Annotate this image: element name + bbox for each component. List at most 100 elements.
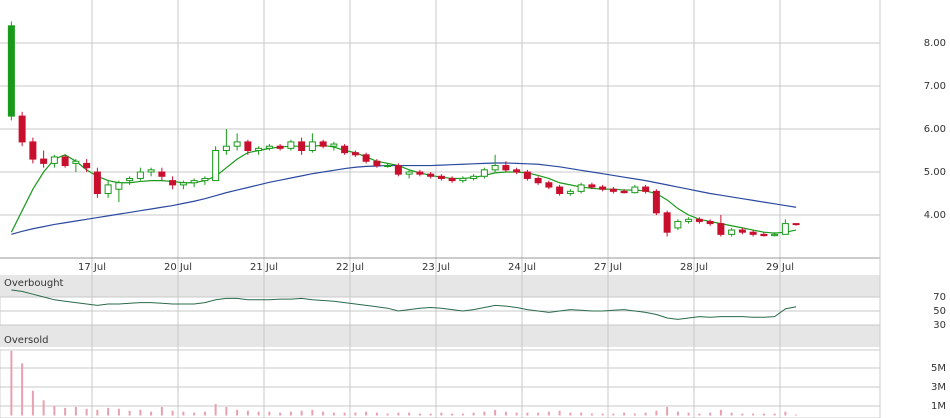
- volume-bar: [31, 390, 34, 416]
- volume-bar: [590, 413, 593, 416]
- y-tick-label: 7.00: [924, 81, 946, 92]
- candle-body: [384, 165, 392, 168]
- y-tick-label: 4.00: [924, 210, 946, 221]
- volume-bar: [773, 413, 776, 416]
- rsi-line: [11, 289, 797, 320]
- candle-body: [212, 150, 220, 182]
- candle-body: [40, 158, 48, 164]
- candle-body: [760, 233, 768, 237]
- volume-bar: [193, 412, 196, 416]
- candle-body: [717, 223, 725, 235]
- candle-body: [179, 182, 187, 186]
- candle-body: [749, 231, 757, 235]
- candle-body: [147, 169, 155, 173]
- volume-bar: [279, 412, 282, 416]
- candle-body: [255, 147, 263, 152]
- volume-bar: [386, 413, 389, 416]
- volume-bar: [612, 413, 615, 416]
- candle-body: [728, 229, 736, 235]
- volume-bar: [225, 406, 228, 416]
- candle-body: [588, 184, 596, 188]
- candle-body: [308, 141, 316, 151]
- candle-body: [459, 177, 467, 182]
- candle-body: [491, 165, 499, 171]
- volume-bar: [343, 412, 346, 416]
- volume-bar: [666, 406, 669, 416]
- candle-body: [158, 171, 166, 177]
- candle-body: [18, 115, 26, 143]
- volume-bar: [655, 410, 658, 416]
- volume-bar: [257, 411, 260, 416]
- candle-body: [330, 143, 338, 147]
- volume-bar: [53, 406, 56, 416]
- volume-bar: [418, 413, 421, 416]
- volume-bar: [85, 408, 88, 416]
- x-tick-label: 17 Jul: [78, 262, 106, 273]
- volume-bar: [150, 411, 153, 416]
- candle-body: [233, 141, 241, 147]
- x-tick-label: 29 Jul: [766, 262, 794, 273]
- volume-bar: [762, 413, 765, 416]
- candle-body: [416, 171, 424, 175]
- volume-bar: [676, 411, 679, 416]
- candle-body: [599, 186, 607, 190]
- candle-body: [319, 141, 327, 147]
- volume-panel: [0, 349, 881, 418]
- volume-bar: [504, 411, 507, 416]
- candle-body: [287, 141, 295, 149]
- volume-bar: [139, 409, 142, 416]
- volume-bar: [580, 412, 583, 416]
- volume-bar: [494, 409, 497, 416]
- x-tick-label: 27 Jul: [594, 262, 622, 273]
- volume-bar: [21, 363, 24, 416]
- volume-bar: [601, 413, 604, 416]
- candle-body: [695, 218, 703, 222]
- y-tick-label: 5.00: [924, 167, 946, 178]
- candle-body: [577, 184, 585, 192]
- candle-body: [545, 182, 553, 188]
- candle-body: [405, 171, 413, 175]
- candle-body: [556, 186, 564, 195]
- volume-bar: [451, 413, 454, 416]
- candle-body: [126, 177, 134, 182]
- volume-bar: [483, 411, 486, 416]
- candle-body: [534, 177, 542, 184]
- candle-body: [7, 25, 15, 117]
- candle-body: [663, 212, 671, 233]
- volume-bar: [160, 406, 163, 416]
- volume-bar: [300, 410, 303, 416]
- candle-body: [427, 173, 435, 177]
- candle-body: [373, 160, 381, 167]
- candle-body: [265, 145, 273, 149]
- y-tick-label: 50: [933, 306, 946, 317]
- volume-bar: [236, 409, 239, 416]
- volume-bar: [42, 400, 45, 416]
- volume-bar: [461, 413, 464, 416]
- volume-bar: [687, 412, 690, 416]
- candle-body: [115, 182, 123, 190]
- candle-body: [104, 184, 112, 194]
- x-tick-label: 24 Jul: [508, 262, 536, 273]
- candle-body: [222, 145, 230, 151]
- volume-bar: [322, 411, 325, 416]
- candle-body: [631, 186, 639, 194]
- volume-bar: [375, 412, 378, 416]
- volume-bar: [408, 412, 411, 416]
- volume-bar: [214, 404, 217, 416]
- volume-bar: [429, 413, 432, 416]
- volume-bar: [547, 411, 550, 416]
- x-tick-label: 21 Jul: [250, 262, 278, 273]
- y-tick-label: 70: [933, 292, 946, 303]
- candle-body: [685, 218, 693, 222]
- volume-bar: [311, 409, 314, 416]
- volume-bar: [182, 411, 185, 416]
- volume-bar: [203, 411, 206, 416]
- moving-average: [11, 162, 797, 235]
- candle-body: [781, 223, 789, 235]
- candle-body: [83, 162, 91, 169]
- x-tick-label: 22 Jul: [336, 262, 364, 273]
- volume-bar: [623, 412, 626, 416]
- overbought-label: Overbought: [4, 278, 64, 289]
